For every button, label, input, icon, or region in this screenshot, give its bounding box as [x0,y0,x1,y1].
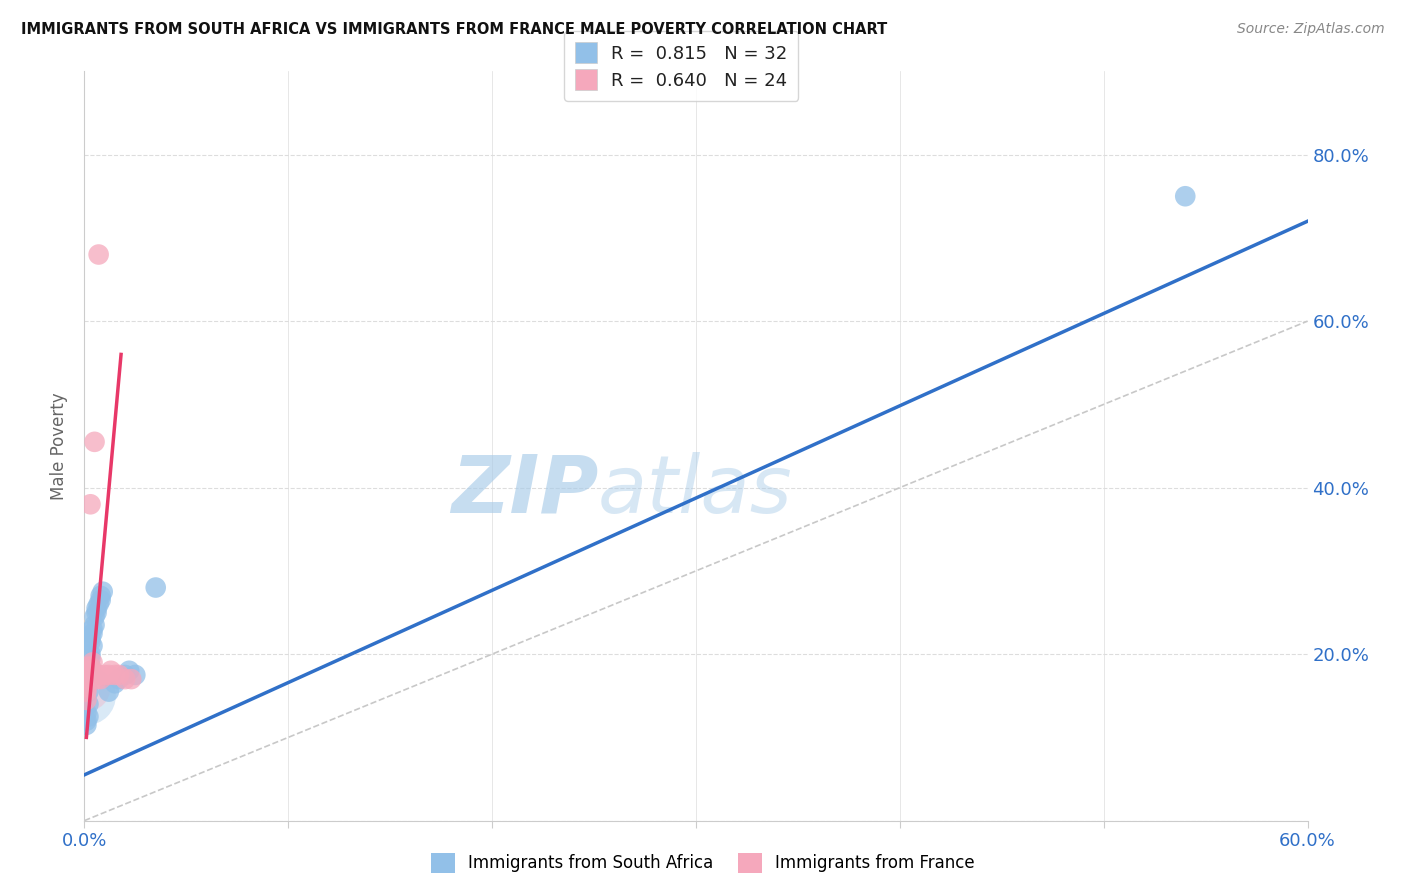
Point [77,697,100,711]
Point [87,597,110,611]
Point [93,668,115,682]
Point [75,714,97,728]
Legend: R =  0.815   N = 32, R =  0.640   N = 24: R = 0.815 N = 32, R = 0.640 N = 24 [564,31,799,101]
Point [79,647,101,661]
Point [108,668,131,682]
Point [82,656,104,670]
Text: Source: ZipAtlas.com: Source: ZipAtlas.com [1237,22,1385,37]
Point [82,626,104,640]
Text: atlas: atlas [598,452,793,530]
Point [124,668,146,682]
Point [86,606,108,620]
Point [75,718,97,732]
Point [82,639,104,653]
Point [90,672,112,686]
Point [86,601,108,615]
Point [77,668,100,682]
Point [79,631,101,645]
Point [75,681,97,695]
Point [77,664,100,678]
Point [97,684,120,698]
Point [75,684,97,698]
Point [91,584,114,599]
Point [79,634,101,648]
Point [75,676,97,690]
Y-axis label: Male Poverty: Male Poverty [51,392,69,500]
Point [77,709,100,723]
Point [114,668,136,682]
Point [83,434,105,449]
Point [77,684,100,698]
Point [83,618,105,632]
Point [104,668,127,682]
Point [108,672,131,686]
Point [79,668,101,682]
Point [120,672,142,686]
Point [90,593,112,607]
Point [104,676,127,690]
Point [79,497,101,511]
Point [77,659,100,673]
Text: ZIP: ZIP [451,452,598,530]
Point [75,672,97,686]
Point [75,681,97,695]
Point [77,664,100,678]
Point [77,668,100,682]
Point [75,693,97,707]
Point [82,622,104,636]
Point [114,672,136,686]
Point [87,247,110,261]
Point [79,659,101,673]
Text: IMMIGRANTS FROM SOUTH AFRICA VS IMMIGRANTS FROM FRANCE MALE POVERTY CORRELATION : IMMIGRANTS FROM SOUTH AFRICA VS IMMIGRAN… [21,22,887,37]
Point [97,668,120,682]
Legend: Immigrants from South Africa, Immigrants from France: Immigrants from South Africa, Immigrants… [425,847,981,880]
Point [1174,189,1197,203]
Point [90,589,112,603]
Point [100,664,122,678]
Point [145,581,167,595]
Point [79,651,101,665]
Point [75,706,97,720]
Point [87,668,110,682]
Point [79,659,101,673]
Point [118,664,141,678]
Point [75,689,97,703]
Point [83,609,105,624]
Point [86,672,108,686]
